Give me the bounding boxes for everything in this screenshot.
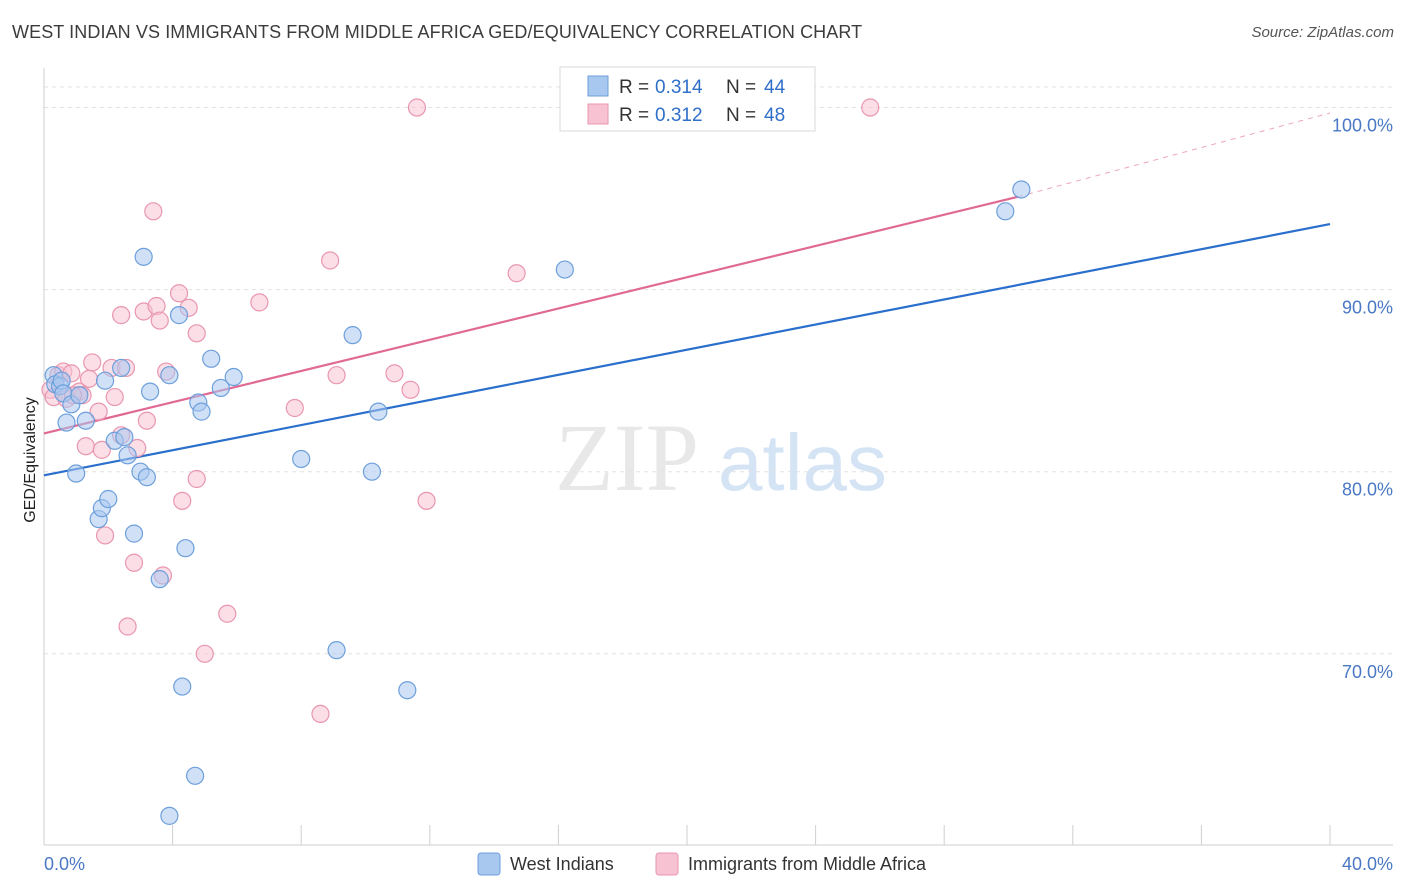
west-indians-point-42 [996,202,1015,221]
west-indians-point-12 [99,489,118,509]
bottom-legend-label-middle-africa: Immigrants from Middle Africa [688,854,927,874]
west-indians-point-19 [140,382,160,401]
west-indians-point-14 [115,428,134,447]
west-indians-point-33 [362,462,382,481]
stats-legend: R = 0.314 N = 44 R = 0.312 N = 48 [559,66,816,132]
west-indians-point-23 [173,677,192,696]
middle-africa-point-26 [150,311,169,330]
middle-africa-point-30 [173,491,192,510]
legend-r-label-1: R = [619,77,649,98]
middle-africa-point-46 [861,98,880,117]
legend-r-label-2: R = [619,105,649,126]
trend-line-middle-africa-extension [1018,112,1331,198]
middle-africa-point-35 [218,604,237,623]
west-indians-point-18 [137,468,156,487]
middle-africa-point-32 [187,324,206,343]
middle-africa-point-44 [417,491,436,510]
west-indians-point-9 [76,411,95,430]
west-indians-point-40 [112,358,131,378]
middle-africa-point-20 [124,553,144,572]
source-label: Source: ZipAtlas.com [1251,24,1394,41]
legend-r-value-2: 0.312 [655,105,703,126]
series-legend: West Indians Immigrants from Middle Afri… [477,852,927,876]
legend-swatch-middle-africa [587,103,609,125]
west-indians-point-26 [192,402,211,421]
middle-africa-point-38 [311,704,330,723]
bottom-legend-swatch-middle-africa [655,852,679,876]
legend-n-label-2: N = [726,105,756,126]
middle-africa-point-37 [285,398,304,418]
middle-africa-point-43 [407,98,427,117]
middle-africa-point-24 [144,202,163,221]
data-points [41,98,1031,825]
west-indians-point-43 [1012,180,1031,199]
west-indians-point-36 [555,260,574,279]
middle-africa-point-36 [250,293,269,312]
middle-africa-point-40 [327,366,346,385]
middle-africa-point-13 [95,526,115,545]
bottom-legend-swatch-west-indians [477,852,501,876]
y-axis-title: GED/Equivalency [22,397,39,522]
middle-africa-point-17 [112,306,131,325]
west-indians-point-30 [292,449,311,469]
trend-line-middle-africa [43,195,1019,435]
middle-africa-point-10 [83,353,102,372]
watermark-zip: ZIP [555,404,699,511]
middle-africa-point-9 [79,369,99,388]
legend-swatch-west-indians [587,75,609,97]
legend-n-value-1: 44 [764,77,786,98]
bottom-legend-label-west-indians: West Indians [510,854,614,874]
legend-n-value-2: 48 [764,105,785,126]
x-tick-label-max: 40.0% [1342,854,1393,874]
trend-line-west-indians [43,222,1331,477]
west-indians-point-22 [169,306,189,325]
west-indians-point-32 [343,326,362,345]
middle-africa-point-42 [401,380,420,399]
west-indians-point-7 [67,464,86,483]
y-tick-label-70: 70.0% [1342,662,1393,682]
middle-africa-point-45 [507,264,526,283]
y-tick-label-80: 80.0% [1342,480,1393,500]
middle-africa-point-33 [187,469,206,489]
west-indians-point-5 [57,413,76,432]
middle-africa-point-29 [169,284,189,303]
west-indians-point-38 [186,766,205,785]
middle-africa-point-12 [92,440,111,459]
middle-africa-point-39 [321,251,340,270]
middle-africa-point-8 [76,437,95,456]
middle-africa-point-41 [385,364,404,383]
middle-africa-point-15 [105,387,124,407]
middle-africa-point-19 [118,617,137,636]
west-indians-point-37 [134,247,153,266]
x-tick-label-min: 0.0% [44,854,85,874]
west-indians-point-21 [160,366,179,385]
west-indians-point-34 [369,402,388,421]
west-indians-point-20 [150,570,169,589]
west-indians-point-35 [398,681,417,700]
trend-lines [43,112,1331,477]
west-indians-point-28 [211,378,230,398]
west-indians-point-39 [160,806,179,825]
west-indians-point-29 [224,367,243,387]
chart-title: WEST INDIAN VS IMMIGRANTS FROM MIDDLE AF… [12,22,863,42]
west-indians-point-16 [124,524,144,543]
west-indians-point-15 [118,446,137,465]
y-tick-label-100: 100.0% [1332,116,1393,136]
west-indians-point-41 [95,371,115,390]
west-indians-point-27 [202,349,221,368]
middle-africa-point-23 [137,411,156,430]
watermark-atlas: atlas [718,418,887,507]
legend-r-value-1: 0.314 [655,77,703,98]
y-tick-label-90: 90.0% [1342,298,1393,318]
west-indians-point-31 [327,641,346,660]
middle-africa-point-11 [89,402,108,421]
west-indians-point-8 [70,386,89,405]
legend-n-label-1: N = [726,77,756,98]
middle-africa-point-34 [195,644,214,663]
west-indians-point-24 [176,539,195,558]
axes [43,68,1393,846]
